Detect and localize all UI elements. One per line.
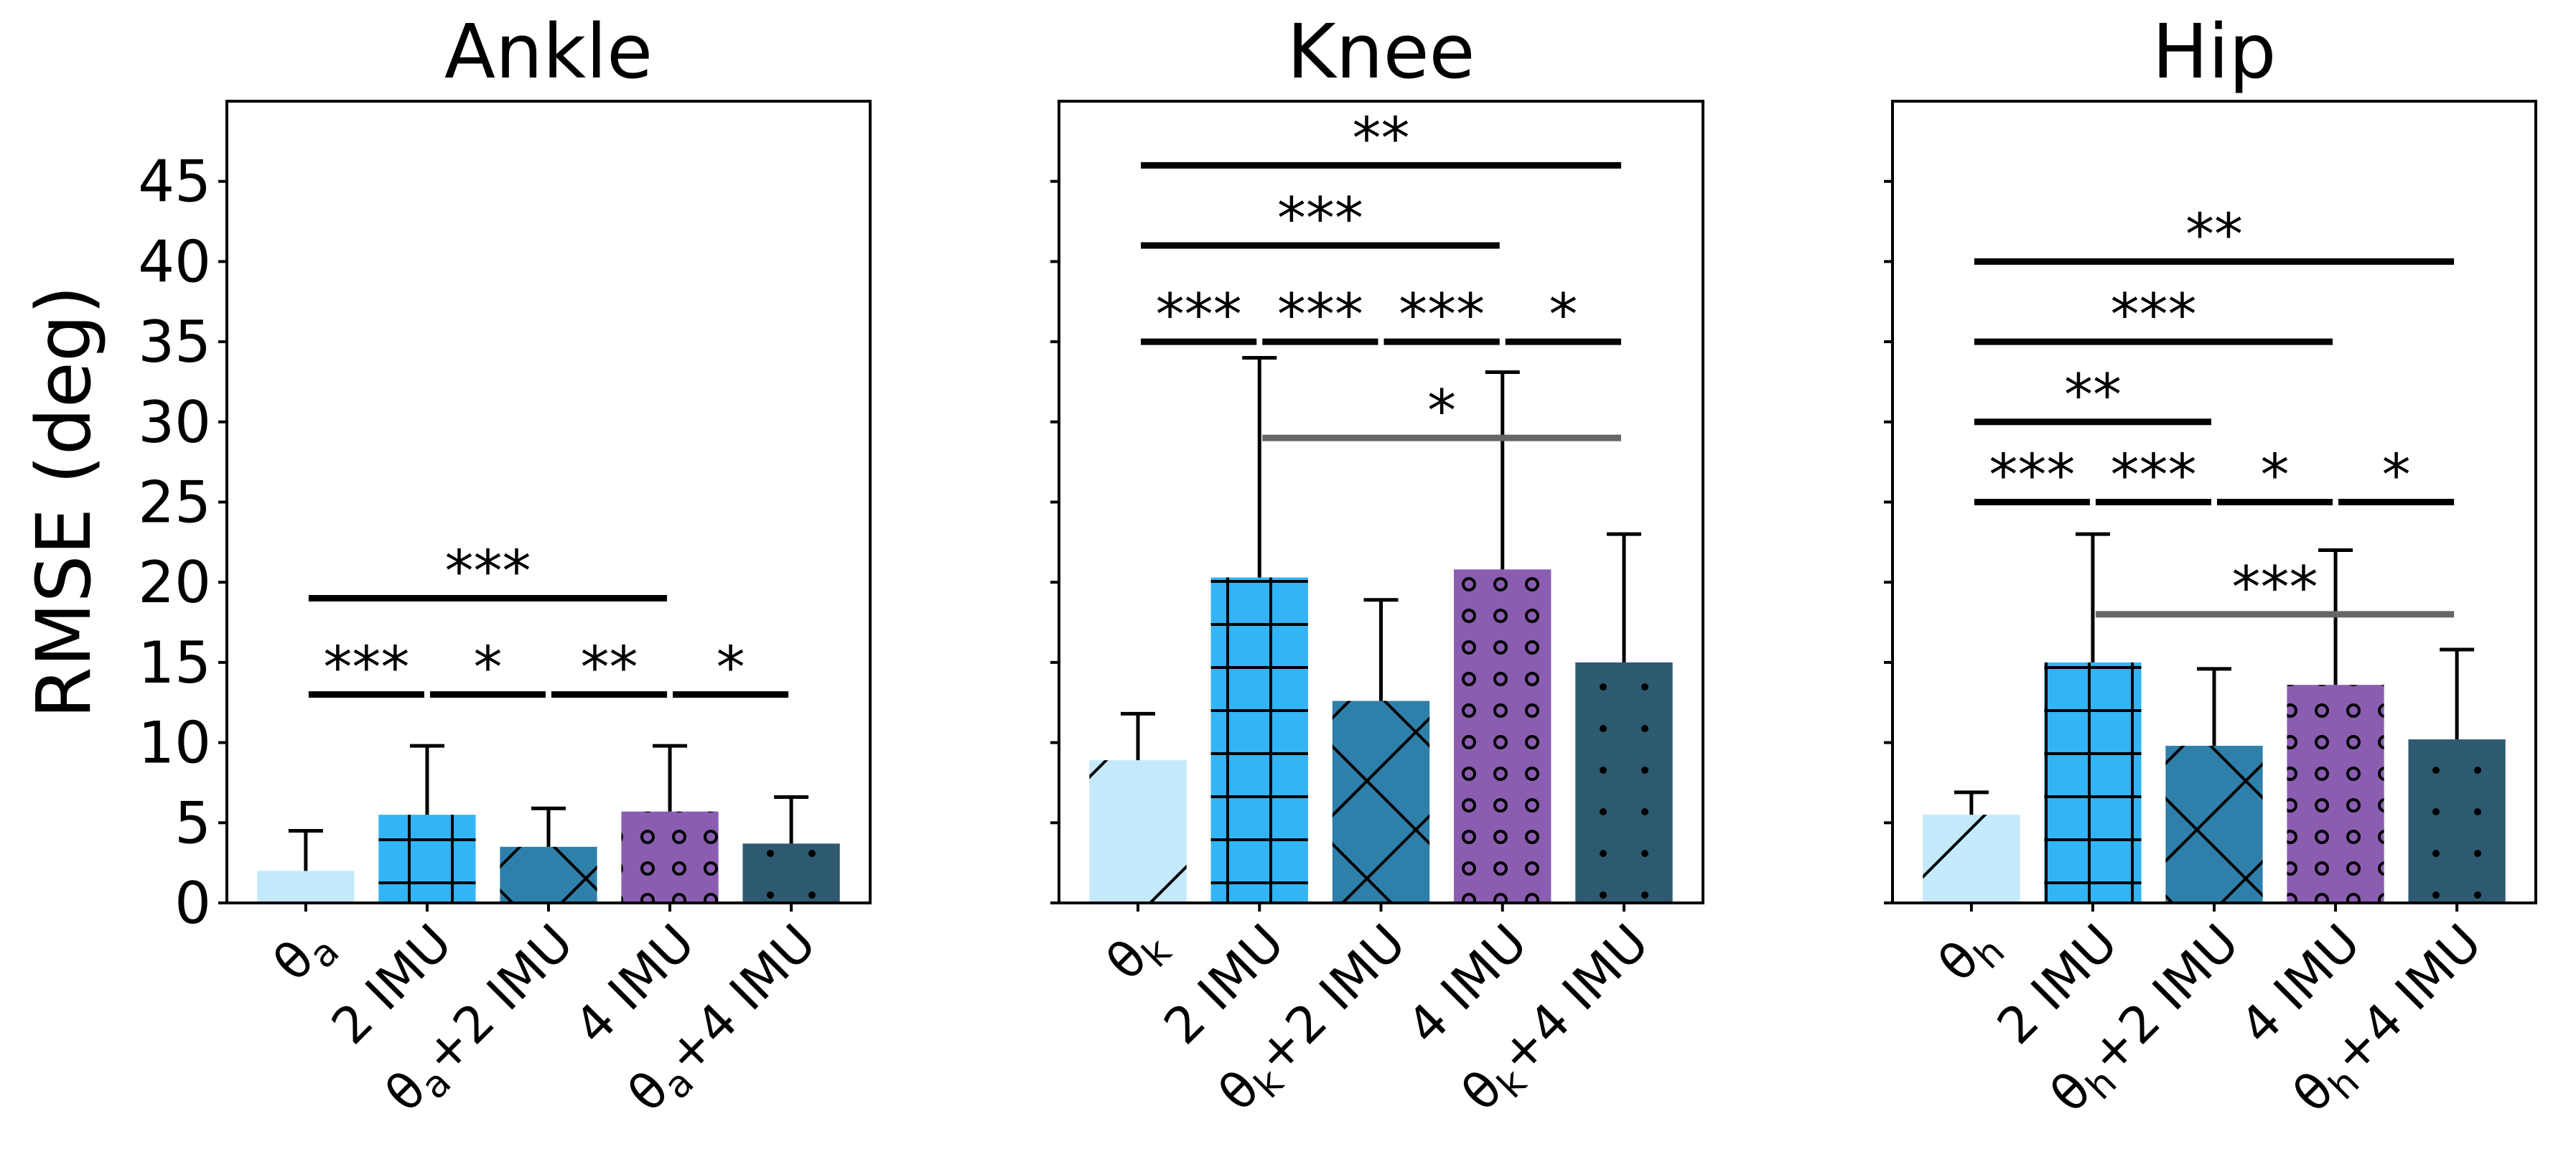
bar (1210, 577, 1308, 903)
panel-title: Knee (1287, 8, 1475, 95)
axes-frame (1891, 100, 2537, 904)
y-tick-label: 45 (138, 149, 211, 215)
bar (500, 846, 597, 903)
y-tick-label: 5 (174, 790, 211, 856)
y-tick-label: 10 (138, 710, 211, 777)
bar (621, 811, 719, 903)
y-tick-label: 35 (138, 309, 211, 375)
significance-label: * (2382, 442, 2411, 509)
x-tick-label: θa (262, 913, 347, 998)
bar (2165, 746, 2263, 903)
bar (742, 843, 840, 903)
x-tick-label: θk (1095, 913, 1180, 998)
y-tick-label: 25 (138, 469, 211, 536)
significance-label: *** (2110, 281, 2196, 348)
panel-title: Hip (2152, 8, 2276, 95)
significance-label: * (1427, 378, 1456, 444)
significance-label: *** (1277, 185, 1363, 252)
x-tick-label: θh (1927, 913, 2013, 999)
bar (1332, 701, 1430, 903)
bar (257, 871, 355, 903)
significance-label: ** (581, 634, 638, 701)
y-tick-label: 20 (138, 549, 211, 616)
bar (378, 815, 476, 903)
significance-label: *** (1989, 442, 2075, 509)
bar (2408, 739, 2506, 903)
significance-label: *** (1277, 281, 1363, 348)
significance-label: *** (1156, 281, 1242, 348)
axes-frame (1058, 100, 1704, 904)
significance-label: * (1549, 281, 1577, 348)
bar (2044, 662, 2142, 903)
significance-label: *** (2110, 442, 2196, 509)
significance-label: * (473, 634, 502, 701)
bar (1923, 815, 2020, 903)
significance-label: *** (444, 538, 531, 605)
bar (1089, 760, 1187, 903)
significance-label: ** (2185, 201, 2243, 268)
y-tick-label: 0 (174, 870, 211, 937)
significance-label: *** (1399, 281, 1485, 348)
panel-title: Ankle (444, 8, 653, 95)
significance-label: * (717, 634, 745, 701)
significance-label: *** (323, 634, 409, 701)
bar (1575, 662, 1673, 903)
y-tick-label: 30 (138, 389, 211, 456)
significance-label: *** (2232, 554, 2318, 621)
significance-label: * (2261, 442, 2290, 509)
y-axis-label: RMSE (deg) (20, 286, 108, 719)
y-tick-label: 15 (138, 629, 211, 696)
bar (1454, 569, 1551, 903)
bar (2287, 685, 2384, 903)
significance-label: ** (1353, 105, 1410, 172)
significance-label: ** (2064, 362, 2122, 429)
y-tick-label: 40 (138, 228, 211, 295)
axes-frame (225, 100, 872, 904)
